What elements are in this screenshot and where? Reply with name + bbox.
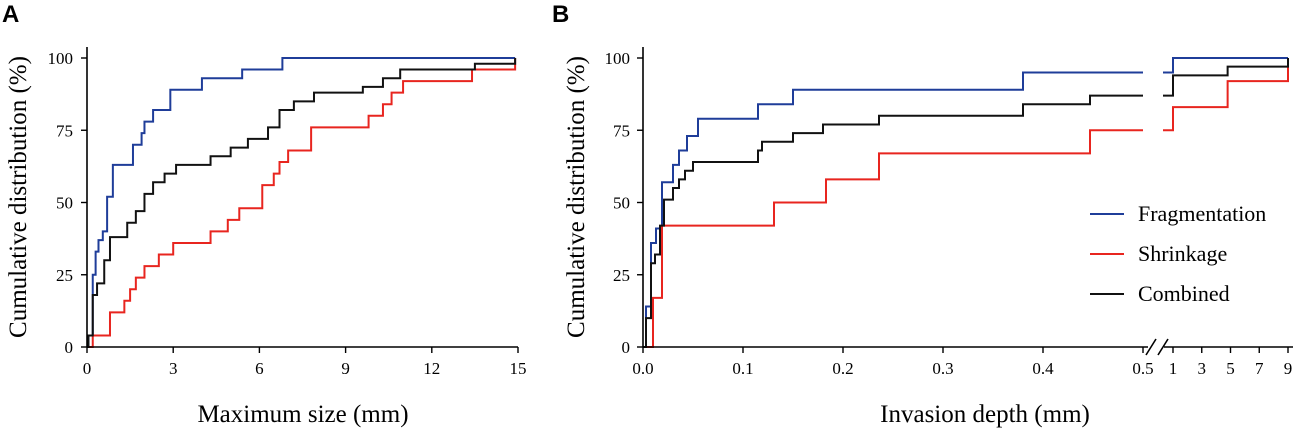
panel-b-letter: B <box>552 1 569 28</box>
panel-a-ytick-label: 25 <box>56 266 73 285</box>
panel-a-ytick-label: 75 <box>56 121 73 140</box>
panel-a-ytick-label: 50 <box>56 194 73 213</box>
panel-a-series <box>87 57 517 348</box>
panel-a-ytick-label: 100 <box>48 49 74 68</box>
panel-b-ylabel: Cumulative distribution (%) <box>563 56 590 338</box>
panel-b-ytick-label: 75 <box>613 121 630 140</box>
panel-a: A 0 25 50 75 100 0 3 6 9 12 15 Maximum size (mm) C… <box>2 1 527 428</box>
panel-b-series-right-shrinkage <box>1163 58 1289 132</box>
panel-b-xtick-label: 0.0 <box>632 359 653 378</box>
panel-a-series-combined <box>87 58 517 348</box>
panel-a-xtick-label: 0 <box>83 359 92 378</box>
panel-b-series-left-fragmentation <box>643 71 1143 348</box>
panel-b-ytick-label: 0 <box>622 338 631 357</box>
panel-a-series-fragmentation <box>87 57 516 348</box>
panel-b-xtick-label: 1 <box>1169 359 1178 378</box>
panel-a-ytick-label: 0 <box>65 338 74 357</box>
panel-b-series-left-shrinkage <box>643 129 1143 348</box>
panel-b-series-right-combined <box>1163 58 1289 97</box>
panel-a-xtick-label: 12 <box>423 359 440 378</box>
panel-b: B 0 25 50 75 100 0.0 0.1 0.2 0.3 0.4 0.5 1 3 5 7 9 Inva… <box>552 1 1293 428</box>
panel-b-xtick-label: 5 <box>1226 359 1235 378</box>
panel-a-letter: A <box>2 1 19 28</box>
panel-b-ytick-label: 25 <box>613 266 630 285</box>
panel-b-series-left-combined <box>643 94 1143 348</box>
panel-b-xtick-label: 0.3 <box>932 359 953 378</box>
panel-a-xtick-label: 15 <box>510 359 527 378</box>
panel-b-xtick-label: 0.2 <box>832 359 853 378</box>
axis-break-mark-left <box>1145 338 1157 356</box>
panel-a-ylabel: Cumulative distribution (%) <box>5 56 32 338</box>
panel-b-series-right-fragmentation <box>1163 57 1288 74</box>
axis-break-mark-right <box>1157 338 1169 356</box>
panel-b-xtick-label: 7 <box>1255 359 1264 378</box>
legend-label-fragmentation: Fragmentation <box>1138 201 1266 226</box>
panel-a-xtick-label: 3 <box>169 359 178 378</box>
panel-a-xtick-label: 6 <box>255 359 264 378</box>
panel-a-series-shrinkage <box>87 58 517 348</box>
panel-a-ticks: 0 25 50 75 100 0 3 6 9 12 15 <box>48 49 527 378</box>
panel-b-xtick-label: 9 <box>1284 359 1293 378</box>
panel-b-xtick-label: 0.5 <box>1132 359 1153 378</box>
legend: Fragmentation Shrinkage Combined <box>1090 201 1266 306</box>
panel-b-ytick-label: 50 <box>613 194 630 213</box>
panel-a-xlabel: Maximum size (mm) <box>197 401 408 428</box>
panel-b-xlabel: Invasion depth (mm) <box>880 401 1090 428</box>
legend-label-combined: Combined <box>1138 281 1230 306</box>
panel-b-xtick-label: 0.1 <box>732 359 753 378</box>
panel-a-xtick-label: 9 <box>341 359 350 378</box>
panel-b-ticks: 0 25 50 75 100 0.0 0.1 0.2 0.3 0.4 0.5 1 3 5 7 9 <box>605 49 1293 378</box>
panel-b-series <box>643 57 1289 348</box>
panel-b-xtick-label: 3 <box>1198 359 1207 378</box>
panel-b-ytick-label: 100 <box>605 49 631 68</box>
panel-b-xtick-label: 0.4 <box>1032 359 1054 378</box>
legend-label-shrinkage: Shrinkage <box>1138 241 1227 266</box>
